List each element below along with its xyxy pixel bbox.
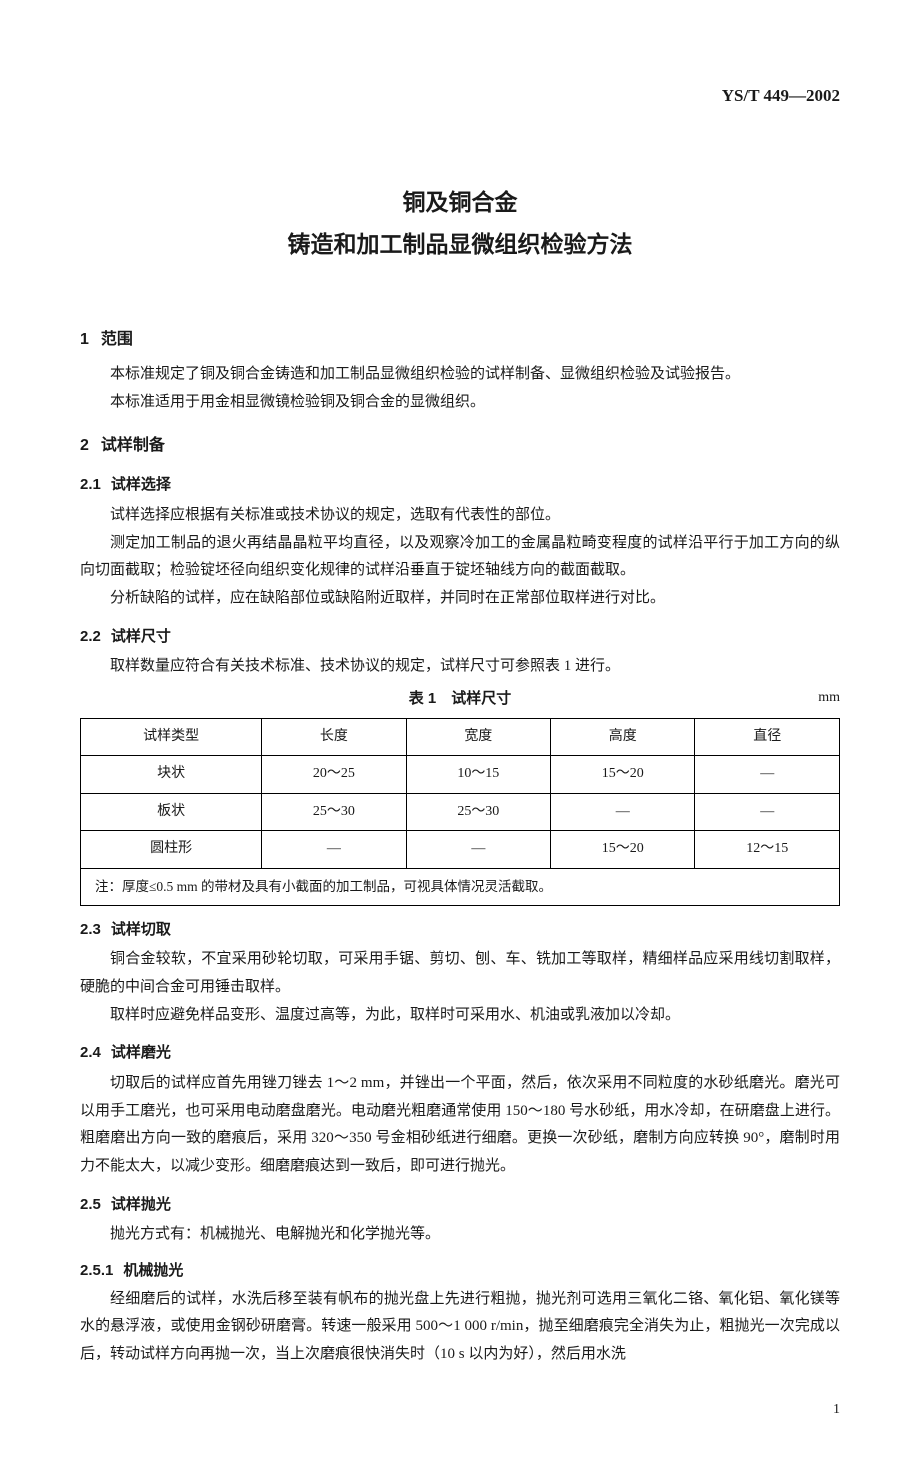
section-2-title: 试样制备 [101,437,165,454]
section-1-title: 范围 [101,331,133,348]
table-1-caption: 表 1 试样尺寸 mm [80,685,840,714]
table-1-h2: 宽度 [406,718,550,756]
page-number: 1 [80,1397,840,1424]
table-cell: — [406,831,550,869]
table-cell: 15～20 [551,756,695,794]
table-1-caption-text: 表 1 试样尺寸 [409,690,512,707]
section-2-3-p2: 取样时应避免样品变形、温度过高等，为此，取样时可采用水、机油或乳液加以冷却。 [80,1002,840,1030]
section-1-p2: 本标准适用于用金相显微镜检验铜及铜合金的显微组织。 [80,389,840,417]
table-1-wrap: 表 1 试样尺寸 mm 试样类型 长度 宽度 高度 直径 块状 20～25 10… [80,685,840,906]
table-1-unit: mm [818,685,840,712]
section-2-2-p1: 取样数量应符合有关技术标准、技术协议的规定，试样尺寸可参照表 1 进行。 [80,653,840,681]
section-1-heading: 1 范围 [80,325,840,355]
section-2-3-title: 试样切取 [111,921,171,938]
section-2-2-title: 试样尺寸 [111,628,171,645]
table-cell: — [551,793,695,831]
table-row: 注：厚度≤0.5 mm 的带材及具有小截面的加工制品，可视具体情况灵活截取。 [81,868,840,905]
section-2-5-1-heading: 2.5.1 机械抛光 [80,1257,840,1286]
table-row: 试样类型 长度 宽度 高度 直径 [81,718,840,756]
section-2-4-title: 试样磨光 [111,1044,171,1061]
section-2-5-heading: 2.5 试样抛光 [80,1191,840,1220]
section-2-3-heading: 2.3 试样切取 [80,916,840,945]
table-row: 板状 25～30 25～30 — — [81,793,840,831]
section-2-5-num: 2.5 [80,1196,101,1213]
section-2-2-num: 2.2 [80,628,101,645]
table-cell: 板状 [81,793,262,831]
table-1: 试样类型 长度 宽度 高度 直径 块状 20～25 10～15 15～20 — … [80,718,840,906]
table-cell: 12～15 [695,831,840,869]
table-row: 圆柱形 — — 15～20 12～15 [81,831,840,869]
section-2-5-p1: 抛光方式有：机械抛光、电解抛光和化学抛光等。 [80,1221,840,1249]
title-line-1: 铜及铜合金 [80,182,840,223]
table-cell: 25～30 [406,793,550,831]
section-2-3-num: 2.3 [80,921,101,938]
section-2-heading: 2 试样制备 [80,431,840,461]
table-cell: — [695,756,840,794]
table-cell: — [695,793,840,831]
table-1-h3: 高度 [551,718,695,756]
section-2-3-p1: 铜合金较软，不宜采用砂轮切取，可采用手锯、剪切、刨、车、铣加工等取样，精细样品应… [80,946,840,1002]
table-cell: 20～25 [262,756,406,794]
table-cell: 25～30 [262,793,406,831]
table-cell: 块状 [81,756,262,794]
table-cell: 15～20 [551,831,695,869]
title-line-2: 铸造和加工制品显微组织检验方法 [80,224,840,265]
table-1-h4: 直径 [695,718,840,756]
section-2-1-p2: 测定加工制品的退火再结晶晶粒平均直径，以及观察冷加工的金属晶粒畸变程度的试样沿平… [80,530,840,586]
section-2-1-p1: 试样选择应根据有关标准或技术协议的规定，选取有代表性的部位。 [80,502,840,530]
table-cell: — [262,831,406,869]
table-cell: 10～15 [406,756,550,794]
title-block: 铜及铜合金 铸造和加工制品显微组织检验方法 [80,182,840,265]
section-2-1-num: 2.1 [80,476,101,493]
section-2-1-heading: 2.1 试样选择 [80,471,840,500]
section-2-4-p1: 切取后的试样应首先用锉刀锉去 1～2 mm，并锉出一个平面，然后，依次采用不同粒… [80,1070,840,1181]
section-2-4-num: 2.4 [80,1044,101,1061]
table-1-h0: 试样类型 [81,718,262,756]
section-2-1-title: 试样选择 [111,476,171,493]
section-2-5-title: 试样抛光 [111,1196,171,1213]
table-row: 块状 20～25 10～15 15～20 — [81,756,840,794]
section-2-5-1-num: 2.5.1 [80,1262,113,1279]
standard-code: YS/T 449—2002 [80,80,840,112]
section-2-5-1-p1: 经细磨后的试样，水洗后移至装有帆布的抛光盘上先进行粗抛，抛光剂可选用三氧化二铬、… [80,1286,840,1369]
section-1-p1: 本标准规定了铜及铜合金铸造和加工制品显微组织检验的试样制备、显微组织检验及试验报… [80,361,840,389]
section-2-1-p3: 分析缺陷的试样，应在缺陷部位或缺陷附近取样，并同时在正常部位取样进行对比。 [80,585,840,613]
section-2-4-heading: 2.4 试样磨光 [80,1039,840,1068]
section-2-5-1-title: 机械抛光 [123,1262,183,1279]
section-2-num: 2 [80,437,89,454]
table-1-note: 注：厚度≤0.5 mm 的带材及具有小截面的加工制品，可视具体情况灵活截取。 [81,868,840,905]
section-1-num: 1 [80,331,89,348]
section-2-2-heading: 2.2 试样尺寸 [80,623,840,652]
table-1-h1: 长度 [262,718,406,756]
table-cell: 圆柱形 [81,831,262,869]
